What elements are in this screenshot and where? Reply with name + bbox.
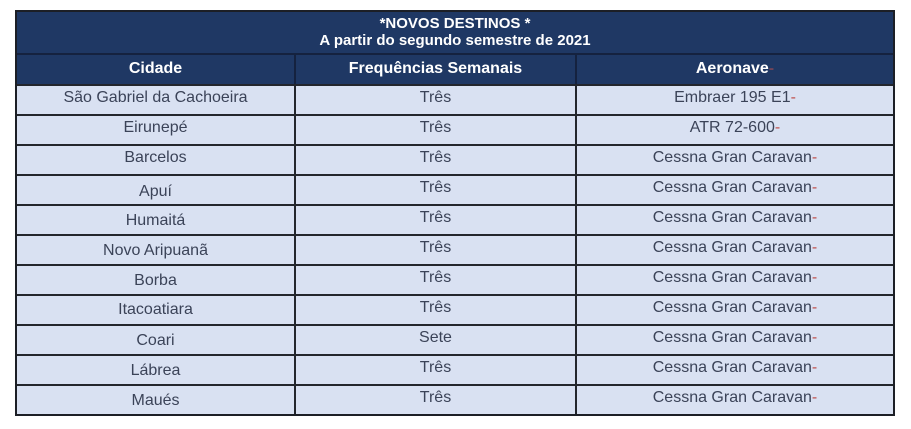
red-dash: -: [811, 239, 818, 256]
aeronave-label: Cessna Gran Caravan: [652, 209, 812, 226]
cell-frequencia: Três: [296, 116, 577, 144]
table-title: *NOVOS DESTINOS * A partir do segundo se…: [17, 12, 893, 54]
cell-frequencia: Três: [296, 386, 577, 414]
cell-cidade: Apuí: [17, 176, 296, 204]
table-row: Novo Aripuanã Três Cessna Gran Caravan-: [17, 234, 893, 264]
destinations-table: *NOVOS DESTINOS * A partir do segundo se…: [15, 10, 895, 416]
table-row: Coari Sete Cessna Gran Caravan-: [17, 324, 893, 354]
red-dash: -: [774, 119, 781, 136]
aeronave-label: Embraer 195 E1: [674, 89, 791, 106]
cell-frequencia: Três: [296, 356, 577, 384]
table-row: Apuí Três Cessna Gran Caravan-: [17, 174, 893, 204]
red-dash: -: [811, 329, 818, 346]
aeronave-label: Cessna Gran Caravan: [652, 329, 812, 346]
red-dash: -: [811, 299, 818, 316]
cell-cidade: Barcelos: [17, 146, 296, 174]
red-dash: -: [811, 269, 818, 286]
cell-cidade: Maués: [17, 386, 296, 414]
column-header-row: Cidade Frequências Semanais Aeronave-: [17, 54, 893, 84]
cell-aeronave: Cessna Gran Caravan-: [577, 296, 893, 324]
red-dash: -: [811, 209, 818, 226]
cell-aeronave: Cessna Gran Caravan-: [577, 326, 893, 354]
column-header-aeronave-label: Aeronave: [695, 60, 769, 77]
cell-frequencia: Três: [296, 206, 577, 234]
aeronave-label: Cessna Gran Caravan: [652, 239, 812, 256]
cell-cidade: Novo Aripuanã: [17, 236, 296, 264]
cell-cidade: Borba: [17, 266, 296, 294]
cell-cidade: São Gabriel da Cachoeira: [17, 86, 296, 114]
table-row: Maués Três Cessna Gran Caravan-: [17, 384, 893, 414]
aeronave-label: Cessna Gran Caravan: [652, 269, 812, 286]
cell-cidade: Lábrea: [17, 356, 296, 384]
cell-aeronave: ATR 72-600-: [577, 116, 893, 144]
column-header-aeronave: Aeronave-: [577, 55, 893, 84]
table-row: Itacoatiara Três Cessna Gran Caravan-: [17, 294, 893, 324]
aeronave-label: Cessna Gran Caravan: [652, 299, 812, 316]
cell-aeronave: Cessna Gran Caravan-: [577, 236, 893, 264]
cell-frequencia: Três: [296, 146, 577, 174]
red-dash: -: [811, 149, 818, 166]
table-row: Barcelos Três Cessna Gran Caravan-: [17, 144, 893, 174]
red-dash: -: [811, 389, 818, 406]
aeronave-label: Cessna Gran Caravan: [652, 389, 812, 406]
cell-aeronave: Cessna Gran Caravan-: [577, 146, 893, 174]
cell-aeronave: Cessna Gran Caravan-: [577, 266, 893, 294]
aeronave-label: Cessna Gran Caravan: [652, 149, 812, 166]
cell-aeronave: Cessna Gran Caravan-: [577, 356, 893, 384]
cell-frequencia: Três: [296, 176, 577, 204]
aeronave-label: ATR 72-600: [689, 119, 775, 136]
red-dash: -: [790, 89, 796, 106]
cell-aeronave: Cessna Gran Caravan-: [577, 386, 893, 414]
column-header-dash: -: [768, 60, 775, 77]
red-dash: -: [811, 179, 818, 196]
cell-cidade: Coari: [17, 326, 296, 354]
table-row: Eirunepé Três ATR 72-600-: [17, 114, 893, 144]
cell-cidade: Eirunepé: [17, 116, 296, 144]
cell-cidade: Humaitá: [17, 206, 296, 234]
table-row: Borba Três Cessna Gran Caravan-: [17, 264, 893, 294]
column-header-cidade: Cidade: [17, 55, 296, 84]
cell-aeronave: Cessna Gran Caravan-: [577, 206, 893, 234]
table-row: Humaitá Três Cessna Gran Caravan-: [17, 204, 893, 234]
title-line-2: A partir do segundo semestre de 2021: [319, 32, 591, 49]
red-dash: -: [811, 359, 818, 376]
table-row: São Gabriel da Cachoeira Três Embraer 19…: [17, 84, 893, 114]
aeronave-label: Cessna Gran Caravan: [652, 359, 812, 376]
title-line-1: *NOVOS DESTINOS *: [379, 15, 531, 32]
cell-aeronave: Embraer 195 E1-: [577, 86, 893, 114]
cell-frequencia: Três: [296, 86, 577, 114]
table-row: Lábrea Três Cessna Gran Caravan-: [17, 354, 893, 384]
cell-frequencia: Três: [296, 236, 577, 264]
cell-frequencia: Sete: [296, 326, 577, 354]
cell-cidade: Itacoatiara: [17, 296, 296, 324]
column-header-frequencias: Frequências Semanais: [296, 55, 577, 84]
cell-frequencia: Três: [296, 266, 577, 294]
cell-frequencia: Três: [296, 296, 577, 324]
aeronave-label: Cessna Gran Caravan: [652, 179, 812, 196]
cell-aeronave: Cessna Gran Caravan-: [577, 176, 893, 204]
